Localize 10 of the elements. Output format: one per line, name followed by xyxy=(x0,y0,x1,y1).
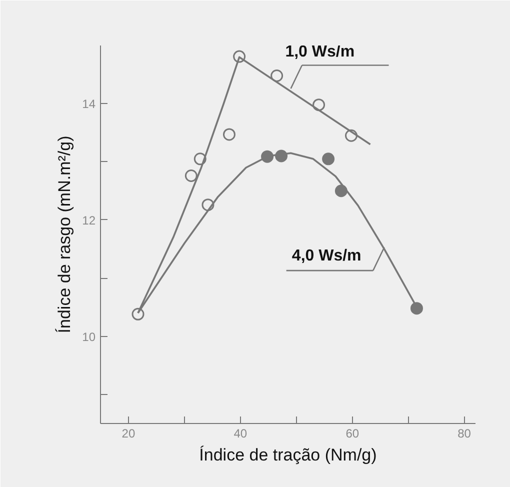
x-tick-label: 80 xyxy=(458,426,472,440)
x-tick-label: 40 xyxy=(234,426,248,440)
y-axis-title: Índice de rasgo (mN.m²/g) xyxy=(55,136,74,334)
y-tick-label: 12 xyxy=(82,213,96,228)
y-tick-label: 10 xyxy=(82,330,96,344)
x-tick-label: 20 xyxy=(122,426,136,440)
annotation: 4,0 Ws/m xyxy=(292,248,362,265)
x-tick-label: 60 xyxy=(346,426,360,440)
y-tick-label: 14 xyxy=(82,97,96,112)
x-axis-title: Índice de tração (Nm/g) xyxy=(199,446,377,464)
